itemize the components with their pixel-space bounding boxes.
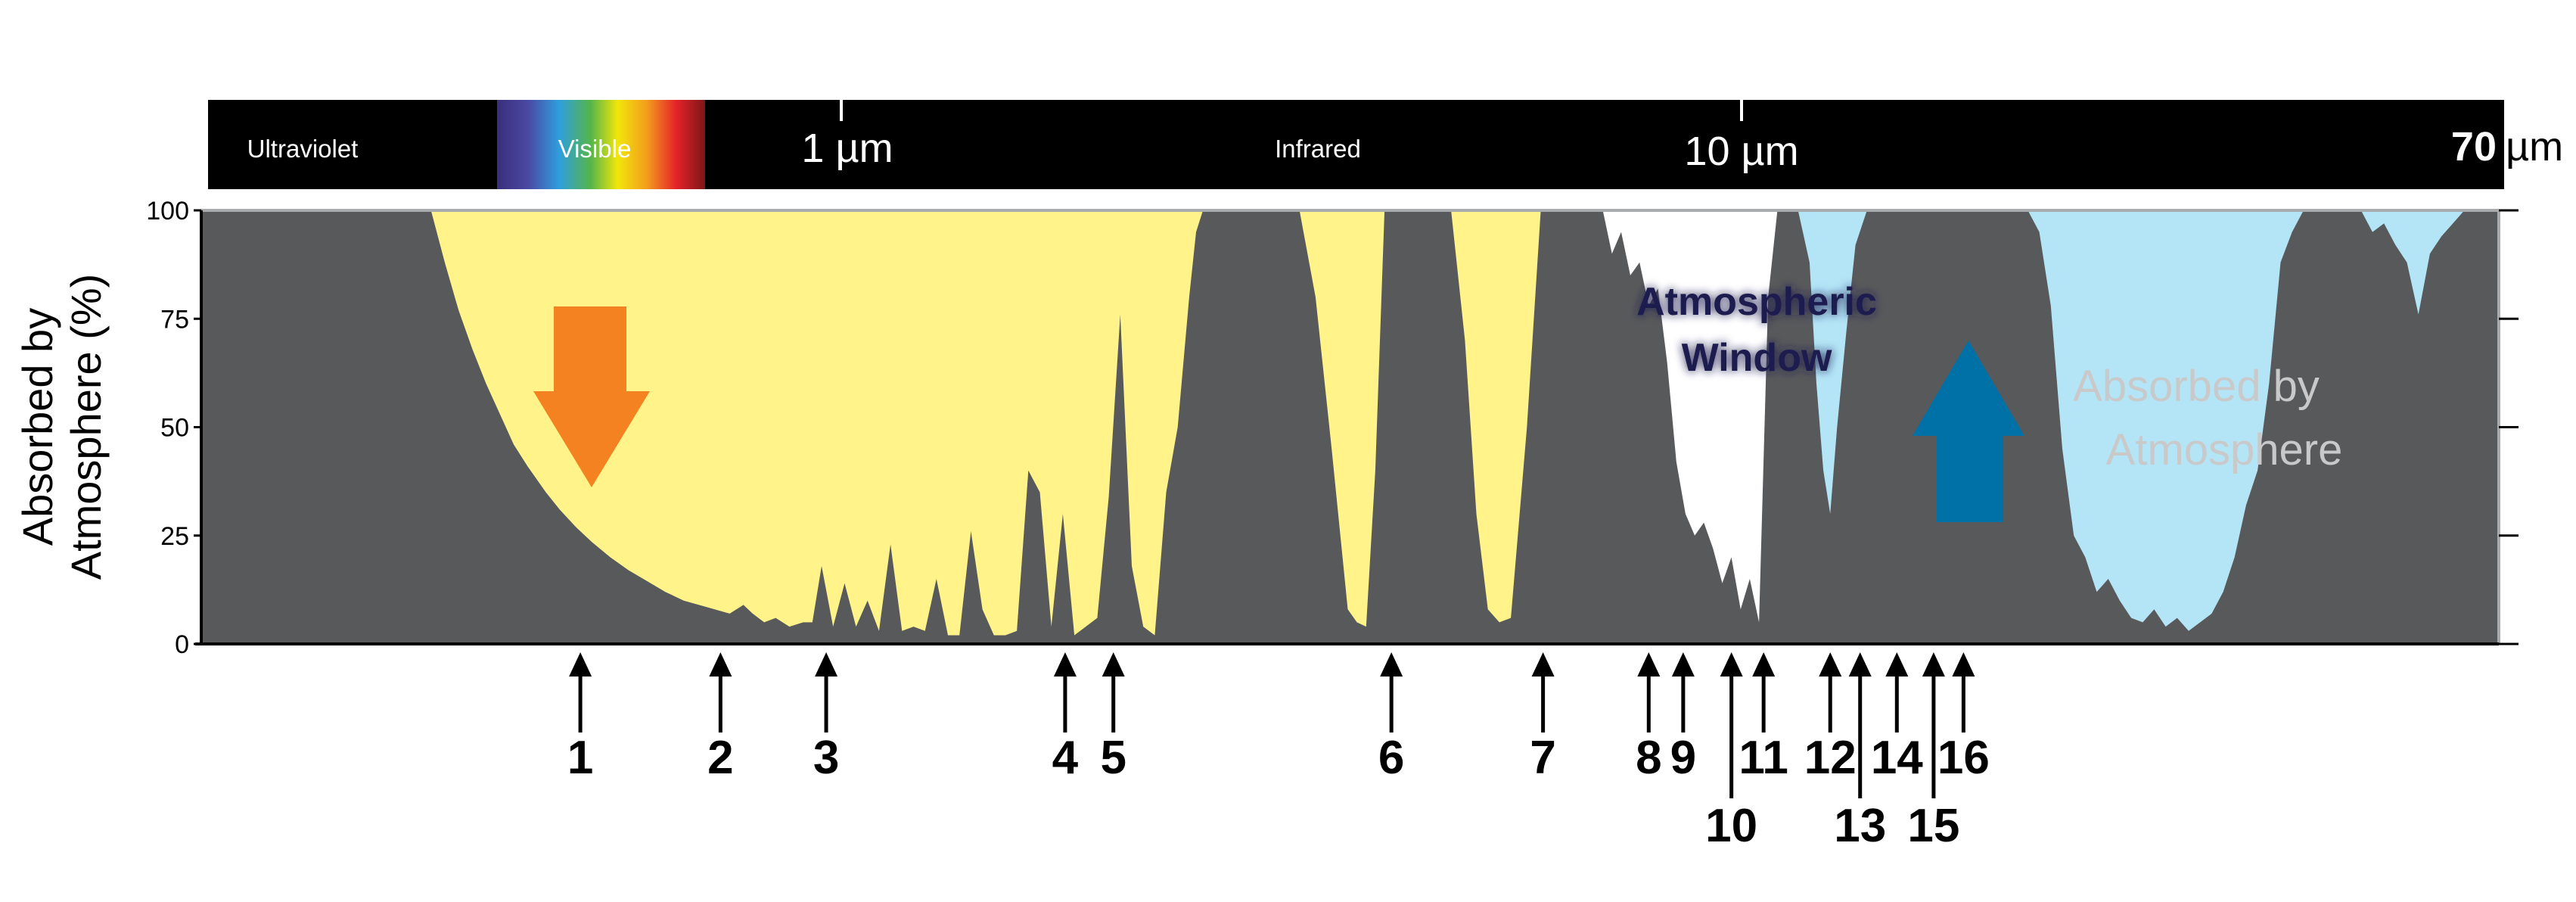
band-ir-cyan-band-2 bbox=[2028, 210, 2304, 631]
absorbed-label-line-1: Absorbed by bbox=[2073, 362, 2320, 411]
atmospheric-window-line-2: Window bbox=[1682, 336, 1832, 380]
marker-15-arrowhead bbox=[1922, 652, 1945, 676]
wavelength-label-1um: 1 µm bbox=[801, 126, 893, 171]
band-ir-cyan-band-1 bbox=[1798, 210, 1867, 515]
marker-6-arrowhead bbox=[1380, 652, 1403, 676]
marker-11-label: 11 bbox=[1739, 732, 1788, 784]
marker-13-label: 13 bbox=[1834, 800, 1886, 852]
y-tick-label-50: 50 bbox=[160, 414, 189, 443]
marker-16-arrowhead bbox=[1952, 652, 1975, 676]
uv-band-label: Ultraviolet bbox=[247, 135, 359, 163]
marker-9-arrowhead bbox=[1671, 652, 1695, 676]
incoming-radiation-arrow bbox=[533, 306, 650, 487]
y-tick-label-25: 25 bbox=[160, 522, 189, 551]
marker-9-label: 9 bbox=[1670, 732, 1696, 784]
y-tick-label-0: 0 bbox=[175, 630, 189, 659]
marker-15-label: 15 bbox=[1907, 800, 1959, 852]
wavelength-bar: Ultraviolet Visible Infrared 1 µm 10 µm … bbox=[208, 100, 2563, 189]
band-ir-white-band bbox=[1602, 210, 1778, 623]
band-nir-transmission-a bbox=[1299, 210, 1385, 627]
band-ir-cyan-band-3 bbox=[2360, 210, 2465, 315]
marker-6-label: 6 bbox=[1378, 732, 1404, 784]
wavelength-label-70: 70 bbox=[2451, 124, 2497, 170]
absorbed-radiation-arrow bbox=[1913, 341, 2024, 522]
ir-band-label: Infrared bbox=[1275, 135, 1361, 163]
marker-13-arrowhead bbox=[1848, 652, 1872, 676]
y-ticks: 100 75 50 25 0 bbox=[146, 197, 2519, 659]
marker-10-label: 10 bbox=[1705, 800, 1757, 852]
marker-4-label: 4 bbox=[1052, 732, 1079, 784]
y-tick-label-75: 75 bbox=[160, 305, 189, 334]
marker-16-label: 16 bbox=[1937, 732, 1990, 784]
marker-3-arrowhead bbox=[815, 652, 838, 676]
marker-2-arrowhead bbox=[709, 652, 732, 676]
absorbed-label-line-2: Atmosphere bbox=[2106, 425, 2343, 474]
marker-11-arrowhead bbox=[1752, 652, 1776, 676]
y-tick-label-100: 100 bbox=[146, 197, 189, 226]
y-axis-title-line-2: Atmosphere (%) bbox=[62, 274, 110, 580]
visible-band-label: Visible bbox=[558, 135, 632, 163]
marker-2-label: 2 bbox=[707, 732, 733, 784]
marker-1-arrowhead bbox=[569, 652, 592, 676]
atmospheric-window-label: Atmospheric Window bbox=[1636, 280, 1877, 380]
marker-8-label: 8 bbox=[1636, 732, 1661, 784]
marker-3-label: 3 bbox=[813, 732, 839, 784]
marker-5-label: 5 bbox=[1100, 732, 1126, 784]
marker-4-arrowhead bbox=[1053, 652, 1077, 676]
marker-7-arrowhead bbox=[1531, 652, 1555, 676]
marker-7-label: 7 bbox=[1530, 732, 1555, 784]
wavelength-unit-label: µm bbox=[2506, 124, 2563, 170]
marker-14-label: 14 bbox=[1871, 732, 1923, 784]
visible-band-gradient bbox=[497, 100, 705, 189]
marker-10-arrowhead bbox=[1720, 652, 1743, 676]
marker-8-arrowhead bbox=[1637, 652, 1661, 676]
atmospheric-window-line-1: Atmospheric bbox=[1636, 280, 1877, 324]
marker-14-arrowhead bbox=[1885, 652, 1909, 676]
band-nir-transmission-b bbox=[1451, 210, 1541, 623]
marker-1-label: 1 bbox=[567, 732, 593, 784]
marker-5-arrowhead bbox=[1102, 652, 1125, 676]
y-axis-title-line-1: Absorbed by bbox=[14, 308, 61, 546]
marker-12-label: 12 bbox=[1804, 732, 1857, 784]
marker-12-arrowhead bbox=[1819, 652, 1842, 676]
y-axis-title: Absorbed by Atmosphere (%) bbox=[14, 274, 110, 580]
wavelength-label-10um: 10 µm bbox=[1684, 129, 1798, 174]
